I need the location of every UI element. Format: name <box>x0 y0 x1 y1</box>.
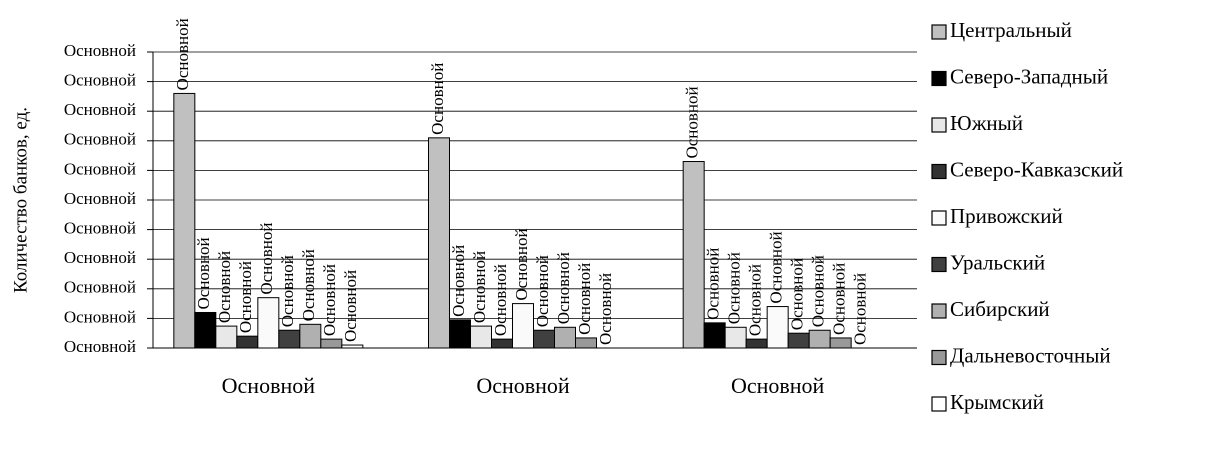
y-axis-title: Количество банков, ед. <box>10 107 31 293</box>
data-label: Основной <box>470 251 489 323</box>
bar <box>173 92 196 349</box>
y-tick-label: Основной <box>64 307 136 326</box>
bar <box>808 329 831 349</box>
legend-label: Крымский <box>950 390 1044 414</box>
y-tick-label: Основной <box>64 337 136 356</box>
y-tick-label: Основной <box>64 159 136 178</box>
data-label: Основной <box>278 255 297 327</box>
data-label: Основной <box>299 249 318 321</box>
bar <box>236 335 259 349</box>
y-tick-label: Основной <box>64 41 136 60</box>
bar <box>703 322 726 349</box>
x-tick-label: Основной <box>731 373 825 398</box>
data-label: Основной <box>173 18 192 90</box>
bar <box>299 323 322 349</box>
x-tick-label: Основной <box>222 373 316 398</box>
bar <box>320 338 343 349</box>
bar <box>554 326 576 349</box>
legend-label: Южный <box>950 111 1023 135</box>
data-label: Основной <box>851 273 870 345</box>
data-label: Основной <box>596 273 615 345</box>
data-label: Основной <box>428 63 447 135</box>
data-label: Основной <box>809 255 828 327</box>
data-label: Основной <box>746 264 765 336</box>
data-label: Основной <box>449 245 468 317</box>
legend-swatch <box>931 396 947 412</box>
bar <box>194 311 217 349</box>
legend-swatch <box>931 163 947 180</box>
bar <box>575 337 597 349</box>
data-label: Основной <box>320 264 339 336</box>
bar <box>449 319 471 349</box>
legend-label: Сибирский <box>950 297 1050 321</box>
legend-label: Привожский <box>950 204 1063 228</box>
bar <box>766 306 789 349</box>
data-label: Основной <box>554 252 573 324</box>
data-label: Основной <box>575 263 594 335</box>
bar <box>724 326 747 349</box>
data-label: Основной <box>194 237 213 309</box>
y-tick-label: Основной <box>64 130 136 149</box>
data-label: Основной <box>767 231 786 303</box>
data-label: Основной <box>725 252 744 324</box>
y-tick-label: Основной <box>64 100 136 119</box>
bar <box>428 137 450 349</box>
legend-swatch <box>931 303 947 319</box>
data-label: Основной <box>215 251 234 323</box>
legend-label: Северо-Кавказский <box>950 157 1123 181</box>
y-tick-label: Основной <box>64 219 136 238</box>
data-label: Основной <box>704 248 723 320</box>
legend-label: Северо-Западный <box>950 64 1108 88</box>
legend-swatch <box>931 349 947 366</box>
y-tick-label: Основной <box>64 71 136 90</box>
y-tick-label: Основной <box>64 248 136 267</box>
bar <box>491 338 513 349</box>
legend-swatch <box>931 210 947 226</box>
data-label: Основной <box>683 86 702 158</box>
bar <box>257 297 280 349</box>
data-label: Основной <box>788 258 807 330</box>
legend-label: Центральный <box>950 18 1072 42</box>
legend-label: Уральский <box>950 250 1045 274</box>
bar <box>745 338 768 349</box>
bar <box>215 325 238 349</box>
data-label: Основной <box>236 261 255 333</box>
bar <box>278 329 301 349</box>
legend-swatch <box>931 117 947 133</box>
y-tick-label: Основной <box>64 189 136 208</box>
legend-swatch <box>931 256 947 273</box>
data-label: Основной <box>830 263 849 335</box>
bar <box>787 332 810 349</box>
bar <box>533 329 555 349</box>
bar <box>829 337 852 349</box>
bar <box>512 303 534 349</box>
data-label: Основной <box>341 270 360 342</box>
data-label: Основной <box>533 255 552 327</box>
data-label: Основной <box>257 223 276 295</box>
bar <box>470 325 492 349</box>
legend-swatch <box>931 70 947 87</box>
data-label: Основной <box>512 228 531 300</box>
x-tick-label: Основной <box>476 373 570 398</box>
legend-swatch <box>931 24 947 40</box>
bar <box>682 161 705 349</box>
y-tick-label: Основной <box>64 278 136 297</box>
legend-label: Дальневосточный <box>950 343 1111 367</box>
data-label: Основной <box>491 264 510 336</box>
